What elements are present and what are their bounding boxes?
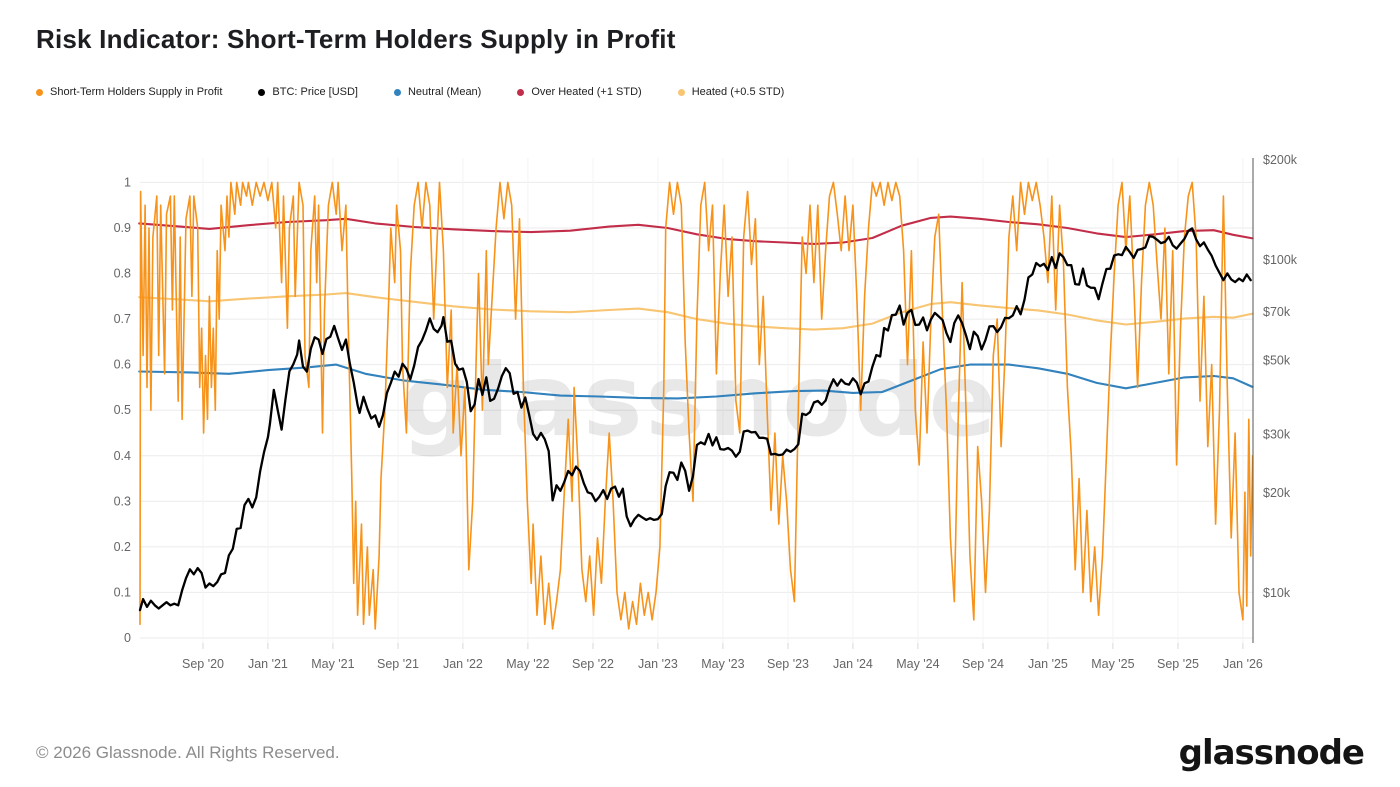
- x-tick-label: May '21: [311, 657, 354, 671]
- y-right-tick-label: $200k: [1263, 153, 1298, 167]
- y-left-tick-label: 1: [124, 175, 131, 189]
- legend-item[interactable]: BTC: Price [USD]: [258, 86, 358, 98]
- y-left-tick-label: 0.1: [114, 585, 131, 599]
- legend-item-label: Neutral (Mean): [407, 86, 482, 98]
- legend-dot-icon: [677, 88, 685, 96]
- legend: Short-Term Holders Supply in Profit BTC: …: [36, 86, 784, 98]
- y-left-tick-label: 0.9: [114, 221, 131, 235]
- y-right-tick-label: $70k: [1263, 305, 1291, 319]
- x-tick-label: Sep '21: [377, 657, 419, 671]
- y-left-tick-label: 0.5: [114, 403, 131, 417]
- glassnode-watermark: glassnode: [401, 342, 1000, 459]
- risk-indicator-chart: Sep '20 Jan '21 May '21 Sep '21 Jan '22 May '…: [114, 153, 1298, 671]
- y-left-tick-label: 0: [124, 631, 131, 645]
- x-tick-label: Jan '21: [248, 657, 288, 671]
- legend-item-label: Over Heated (+1 STD): [531, 86, 642, 98]
- y-left-tick-label: 0.8: [114, 267, 131, 281]
- page-title: Risk Indicator: Short-Term Holders Suppl…: [36, 24, 676, 54]
- legend-item[interactable]: Over Heated (+1 STD): [517, 86, 642, 98]
- x-tick-label: May '23: [701, 657, 744, 671]
- x-tick-label: May '22: [506, 657, 549, 671]
- y-right-tick-label: $20k: [1263, 486, 1291, 500]
- chart-area: Sep '20 Jan '21 May '21 Sep '21 Jan '22 May '…: [0, 140, 1400, 688]
- y-left-tick-label: 0.4: [114, 449, 131, 463]
- legend-dot-icon: [517, 88, 525, 96]
- y-left-tick-label: 0.7: [114, 312, 131, 326]
- y-right-tick-label: $30k: [1263, 427, 1291, 441]
- x-tick-label: Jan '23: [638, 657, 678, 671]
- y-left-tick-label: 0.2: [114, 540, 131, 554]
- x-tick-label: Jan '24: [833, 657, 873, 671]
- x-tick-label: May '25: [1091, 657, 1134, 671]
- x-tick-label: Jan '26: [1223, 657, 1263, 671]
- glassnode-logo: glassnode: [1178, 733, 1365, 773]
- plot-area[interactable]: [140, 158, 1253, 643]
- y-right-tick-label: $10k: [1263, 586, 1291, 600]
- legend-item[interactable]: Heated (+0.5 STD): [677, 86, 785, 98]
- x-tick-label: Sep '22: [572, 657, 614, 671]
- x-tick-label: Sep '23: [767, 657, 809, 671]
- btc-price-usd-line: [138, 227, 1252, 612]
- copyright-text: © 2026 Glassnode. All Rights Reserved.: [36, 743, 340, 762]
- y-left-tick-label: 0.3: [114, 494, 131, 508]
- x-tick-label: Sep '25: [1157, 657, 1199, 671]
- x-tick-label: Jan '22: [443, 657, 483, 671]
- x-tick-label: Jan '25: [1028, 657, 1068, 671]
- footer: © 2026 Glassnode. All Rights Reserved. g…: [0, 733, 1400, 773]
- legend-dot-icon: [36, 88, 43, 96]
- legend-dot-icon: [393, 88, 401, 96]
- short-term-holders-supply-in-profit-line: [139, 181, 1254, 630]
- y-right-tick-label: $100k: [1263, 253, 1298, 267]
- legend-item[interactable]: Short-Term Holders Supply in Profit: [36, 86, 222, 98]
- y-left-tick-label: 0.6: [114, 358, 131, 372]
- legend-dot-icon: [258, 88, 266, 96]
- x-tick-label: May '24: [896, 657, 939, 671]
- legend-item[interactable]: Neutral (Mean): [393, 86, 482, 98]
- legend-item-label: BTC: Price [USD]: [272, 86, 358, 98]
- x-tick-label: Sep '24: [962, 657, 1004, 671]
- x-tick-label: Sep '20: [182, 657, 224, 671]
- legend-item-label: Short-Term Holders Supply in Profit: [50, 86, 223, 98]
- legend-item-label: Heated (+0.5 STD): [691, 86, 785, 98]
- heated-0-5-std-line: [138, 292, 1254, 331]
- y-right-tick-label: $50k: [1263, 354, 1291, 368]
